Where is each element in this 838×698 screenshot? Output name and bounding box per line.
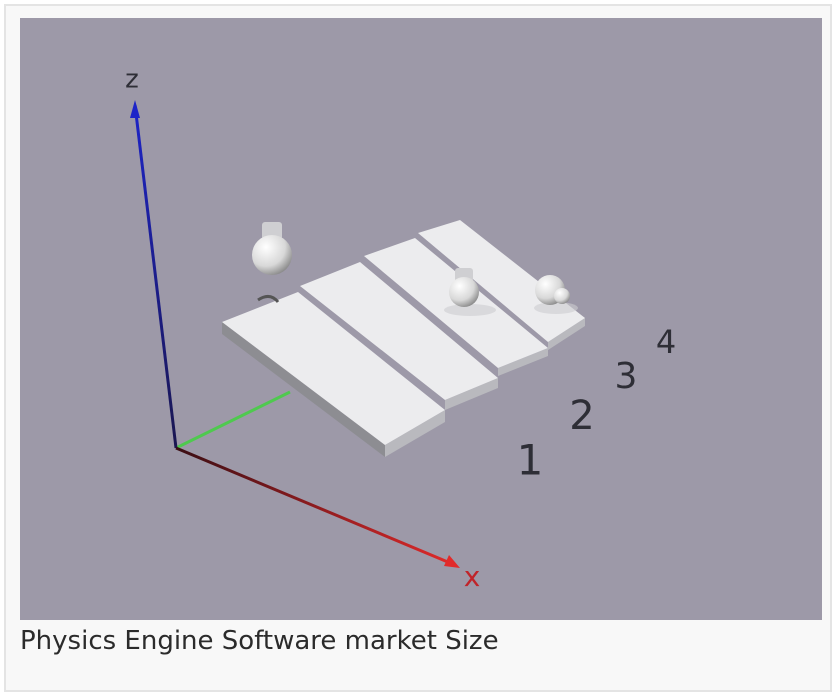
- slot-label: 2: [569, 393, 594, 439]
- z-label: z: [125, 65, 139, 95]
- render-image: z x 1 2 3 4: [20, 18, 822, 620]
- slot-label: 4: [656, 323, 676, 361]
- x-label: x: [464, 560, 481, 593]
- page: z x 1 2 3 4 Physics Engine Software mark…: [0, 0, 838, 698]
- caption: Physics Engine Software market Size: [20, 626, 499, 656]
- slot-label: 1: [517, 436, 544, 485]
- slot-label: 3: [615, 356, 638, 397]
